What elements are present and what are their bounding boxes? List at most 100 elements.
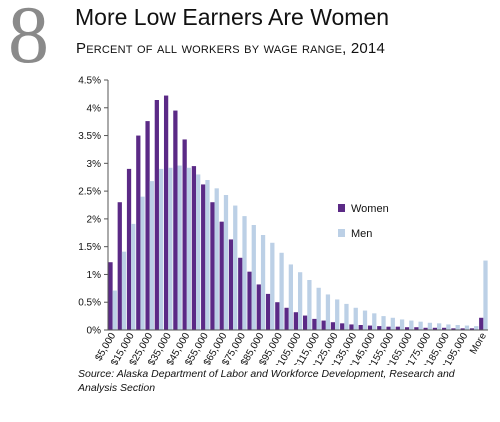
- bar-men-22: [316, 287, 321, 330]
- bar-women-13: [228, 239, 234, 330]
- bar-women-29: [377, 326, 382, 330]
- y-tick-label: 4%: [87, 103, 102, 114]
- bar-women-23: [321, 320, 326, 330]
- bar-men-5: [158, 168, 164, 330]
- bar-women-1: [117, 202, 122, 330]
- y-tick-label: 0%: [87, 326, 102, 337]
- bar-women-40: [479, 317, 484, 330]
- bar-men-35: [437, 323, 442, 330]
- bar-men-1: [121, 251, 127, 330]
- bar-men-37: [455, 325, 460, 330]
- bar-men-19: [288, 264, 293, 330]
- bar-men-16: [260, 235, 266, 330]
- bar-women-18: [275, 302, 280, 330]
- bar-men-0: [112, 290, 117, 330]
- bar-women-7: [173, 110, 178, 330]
- bar-men-27: [362, 310, 368, 330]
- bar-women-20: [293, 312, 298, 330]
- bar-men-29: [381, 316, 386, 330]
- bar-women-0: [108, 262, 113, 330]
- bar-men-31: [399, 319, 405, 330]
- chart-subtitle: Percent of all workers by wage range, 20…: [76, 40, 386, 57]
- bar-men-6: [168, 167, 173, 330]
- y-tick-label: 0.5%: [78, 298, 101, 309]
- y-tick-label: 1.5%: [78, 242, 101, 253]
- bar-women-24: [330, 322, 336, 330]
- bar-women-8: [182, 139, 187, 330]
- bar-men-26: [353, 307, 358, 330]
- bar-chart: 0%0.5%1%1.5%2%2.5%3%3.5%4%4.5%$5,000$15,…: [78, 76, 489, 366]
- bar-women-26: [349, 324, 354, 330]
- bar-women-3: [136, 135, 141, 330]
- bar-men-39: [474, 326, 479, 330]
- bar-women-37: [451, 328, 456, 330]
- y-tick-label: 1%: [87, 270, 102, 281]
- bar-men-9: [196, 174, 201, 330]
- bar-women-5: [154, 100, 159, 330]
- y-tick-label: 3.5%: [78, 131, 101, 142]
- y-tick-label: 4.5%: [78, 76, 101, 87]
- bar-men-10: [205, 180, 210, 330]
- bar-women-2: [126, 168, 132, 330]
- bar-women-14: [238, 257, 243, 330]
- bar-men-3: [140, 196, 145, 330]
- bar-women-39: [469, 328, 475, 330]
- y-tick-label: 2.5%: [78, 187, 101, 198]
- bar-women-19: [284, 307, 289, 330]
- bar-men-7: [177, 165, 182, 330]
- bar-women-4: [145, 121, 150, 330]
- bar-men-15: [251, 225, 256, 330]
- y-tick-label: 3%: [87, 159, 102, 170]
- bar-men-17: [270, 242, 275, 330]
- bar-women-32: [404, 327, 410, 330]
- bar-men-38: [464, 325, 470, 330]
- figure-number: 8: [8, 0, 49, 80]
- bar-women-38: [460, 328, 465, 330]
- chart-title: More Low Earners Are Women: [75, 4, 390, 30]
- bar-men-8: [186, 167, 192, 330]
- bar-women-33: [414, 327, 419, 330]
- bar-men-40: [483, 260, 488, 330]
- bar-men-28: [372, 313, 377, 330]
- bar-men-33: [418, 321, 423, 330]
- bar-women-22: [312, 318, 317, 330]
- bar-women-12: [219, 221, 224, 330]
- bar-men-13: [233, 205, 238, 330]
- bar-men-12: [223, 195, 229, 330]
- bar-men-25: [344, 303, 349, 330]
- bar-men-34: [427, 322, 433, 330]
- bar-women-30: [386, 326, 391, 330]
- bar-men-24: [335, 299, 340, 330]
- bar-men-36: [446, 324, 451, 330]
- x-tick-label: More: [468, 331, 489, 357]
- bar-men-23: [325, 294, 331, 330]
- bar-men-14: [242, 216, 247, 330]
- bar-women-28: [367, 325, 373, 330]
- bars: [108, 95, 488, 330]
- bar-women-27: [358, 325, 363, 330]
- bar-men-2: [131, 223, 136, 330]
- bar-women-6: [163, 95, 169, 330]
- bar-men-18: [279, 252, 284, 330]
- legend-swatch-men: [338, 229, 345, 237]
- bar-women-15: [247, 271, 252, 330]
- bar-women-9: [191, 166, 197, 330]
- source-note: Source: Alaska Department of Labor and W…: [78, 368, 455, 395]
- bar-women-16: [256, 284, 261, 330]
- bar-men-20: [298, 272, 303, 330]
- bar-men-30: [390, 317, 395, 330]
- bar-women-36: [442, 327, 447, 330]
- bar-women-35: [432, 327, 438, 330]
- bar-men-21: [307, 280, 312, 330]
- bar-men-32: [409, 320, 414, 330]
- bar-women-34: [423, 327, 428, 330]
- y-tick-label: 2%: [87, 214, 102, 225]
- bar-men-4: [149, 181, 154, 330]
- bar-men-11: [214, 188, 219, 330]
- legend-label-men: Men: [351, 228, 372, 240]
- bar-women-21: [303, 315, 308, 330]
- bar-women-25: [340, 323, 345, 330]
- bar-women-10: [201, 184, 206, 330]
- legend-label-women: Women: [351, 203, 389, 215]
- bar-women-31: [395, 326, 400, 330]
